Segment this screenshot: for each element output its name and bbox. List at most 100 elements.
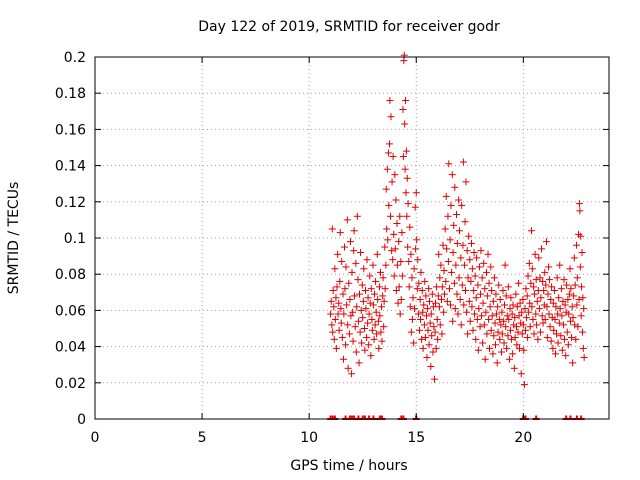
- data-point: [558, 346, 566, 354]
- data-point: [575, 200, 583, 208]
- data-point: [394, 299, 402, 307]
- data-point: [556, 261, 564, 269]
- data-point: [408, 315, 416, 323]
- data-point: [430, 375, 438, 383]
- data-point: [541, 315, 549, 323]
- data-point: [437, 261, 445, 269]
- data-point: [431, 328, 439, 336]
- data-point: [442, 192, 450, 200]
- data-point: [563, 328, 571, 336]
- data-point: [387, 212, 395, 220]
- data-point: [495, 281, 503, 289]
- data-point: [549, 344, 557, 352]
- data-point: [526, 323, 534, 331]
- grid-lines: [95, 57, 609, 419]
- data-point: [532, 310, 540, 318]
- data-point: [453, 239, 461, 247]
- data-point: [388, 247, 396, 255]
- data-point: [457, 254, 465, 262]
- data-point: [552, 303, 560, 311]
- data-point: [426, 297, 434, 305]
- data-point: [352, 348, 360, 356]
- data-point: [440, 267, 448, 275]
- data-point: [576, 263, 584, 271]
- data-point: [520, 381, 528, 389]
- data-point: [332, 344, 340, 352]
- data-point: [511, 334, 519, 342]
- data-point: [572, 335, 580, 343]
- x-tick-label: 0: [91, 430, 100, 446]
- data-point: [492, 290, 500, 298]
- data-point: [508, 335, 516, 343]
- data-point: [390, 272, 398, 280]
- y-tick-label: 0.02: [55, 376, 86, 392]
- data-point: [379, 292, 387, 300]
- data-point: [427, 310, 435, 318]
- data-point: [497, 348, 505, 356]
- data-point: [353, 303, 361, 311]
- data-point: [429, 348, 437, 356]
- data-point: [329, 328, 337, 336]
- data-point: [455, 196, 463, 204]
- data-point: [566, 265, 574, 273]
- data-point: [461, 218, 469, 226]
- data-point: [345, 279, 353, 287]
- data-point: [380, 297, 388, 305]
- data-point: [459, 158, 467, 166]
- data-point: [359, 314, 367, 322]
- data-point: [503, 344, 511, 352]
- data-point: [472, 294, 480, 302]
- data-point: [424, 305, 432, 313]
- data-point: [376, 268, 384, 276]
- data-point: [483, 292, 491, 300]
- data-point: [428, 290, 436, 298]
- data-point: [456, 296, 464, 304]
- data-point: [444, 258, 452, 266]
- data-point: [491, 319, 499, 327]
- data-point: [433, 315, 441, 323]
- data-point: [489, 350, 497, 358]
- data-point: [555, 319, 563, 327]
- data-point: [497, 321, 505, 329]
- data-point: [421, 334, 429, 342]
- data-point: [449, 248, 457, 256]
- data-point: [480, 321, 488, 329]
- x-tick-label: 15: [407, 430, 425, 446]
- data-point: [528, 265, 536, 273]
- data-point: [563, 281, 571, 289]
- data-point: [358, 339, 366, 347]
- data-point: [340, 310, 348, 318]
- data-point: [536, 328, 544, 336]
- data-point: [472, 335, 480, 343]
- data-point: [573, 274, 581, 282]
- data-point: [365, 310, 373, 318]
- data-point: [468, 303, 476, 311]
- data-point: [549, 299, 557, 307]
- data-point: [380, 323, 388, 331]
- data-point: [368, 315, 376, 323]
- data-point: [564, 296, 572, 304]
- data-point: [521, 305, 529, 313]
- data-point: [504, 332, 512, 340]
- data-point: [438, 296, 446, 304]
- y-tick-label: 0.2: [64, 50, 86, 66]
- data-point: [458, 281, 466, 289]
- data-point: [348, 268, 356, 276]
- data-point: [352, 259, 360, 267]
- data-point: [484, 250, 492, 258]
- data-point: [344, 321, 352, 329]
- data-point: [330, 335, 338, 343]
- data-point: [399, 105, 407, 113]
- data-point: [580, 353, 588, 361]
- data-point: [356, 328, 364, 336]
- data-point: [498, 308, 506, 316]
- data-point: [337, 305, 345, 313]
- data-point: [483, 330, 491, 338]
- data-point: [371, 321, 379, 329]
- data-point: [481, 285, 489, 293]
- y-tick-label: 0.12: [55, 195, 86, 211]
- data-point: [460, 261, 468, 269]
- data-point: [508, 310, 516, 318]
- data-point: [556, 305, 564, 313]
